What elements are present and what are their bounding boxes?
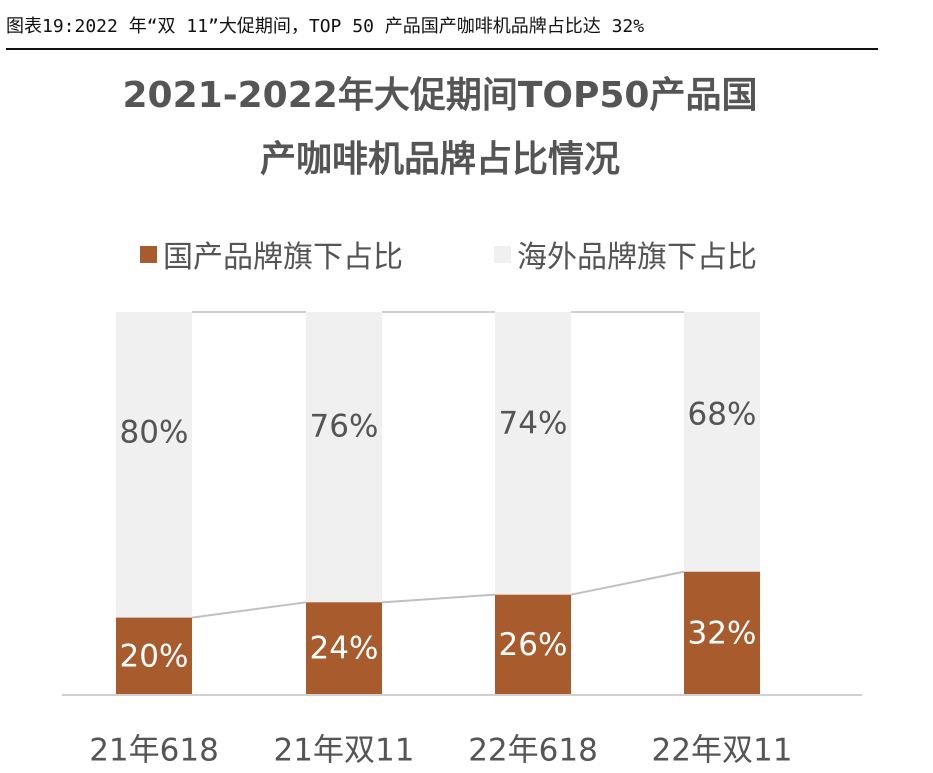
data-label-overseas-3: 74% <box>499 406 568 442</box>
x-tick-label-3: 22年618 <box>468 733 598 769</box>
data-label-domestic-4: 32% <box>688 615 757 651</box>
data-label-overseas-4: 68% <box>688 396 757 432</box>
x-tick-label-4: 22年双11 <box>652 733 793 769</box>
legend-item-overseas: 海外品牌旗下占比 <box>494 232 757 276</box>
bar-domestic-2 <box>306 602 382 694</box>
legend-swatch-overseas <box>494 245 511 263</box>
legend-item-domestic: 国产品牌旗下占比 <box>140 232 403 276</box>
bar-overseas-3 <box>495 312 571 595</box>
data-label-domestic-1: 20% <box>120 638 189 674</box>
data-label-domestic-2: 24% <box>310 631 379 667</box>
chart-legend: 国产品牌旗下占比 海外品牌旗下占比 <box>140 232 780 275</box>
connector-domestic-2 <box>381 593 496 604</box>
caption-divider <box>6 48 878 50</box>
data-label-overseas-2: 76% <box>310 409 379 445</box>
bar-domestic-4 <box>684 571 760 694</box>
chart-title-line-2: 产咖啡机品牌占比情况 <box>259 139 620 180</box>
bar-overseas-1 <box>116 312 192 618</box>
x-tick-label-1: 21年618 <box>89 733 219 769</box>
legend-swatch-domestic <box>140 245 157 263</box>
connector-domestic-1 <box>191 601 307 619</box>
legend-label-overseas: 海外品牌旗下占比 <box>517 240 757 275</box>
bar-domestic-3 <box>495 594 571 694</box>
x-tick-label-2: 21年双11 <box>274 733 415 769</box>
chart-title-line-1: 2021-2022年大促期间TOP50产品国 <box>122 75 758 116</box>
bar-overseas-4 <box>684 312 760 572</box>
bar-overseas-2 <box>306 312 382 603</box>
legend-label-domestic: 国产品牌旗下占比 <box>163 240 403 275</box>
connector-domestic-3 <box>570 570 685 596</box>
figure-caption: 图表19:2022 年“双 11”大促期间，TOP 50 产品国产咖啡机品牌占比… <box>6 16 645 37</box>
bar-domestic-1 <box>116 617 192 694</box>
data-label-overseas-1: 80% <box>120 415 189 451</box>
data-label-domestic-3: 26% <box>499 627 568 663</box>
